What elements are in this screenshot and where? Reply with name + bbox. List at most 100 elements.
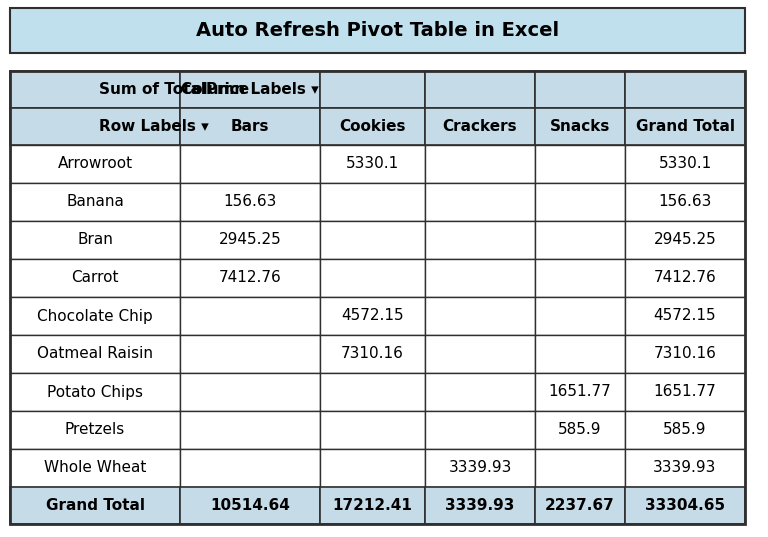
- Bar: [10, 71, 745, 524]
- Bar: [10, 487, 180, 524]
- Bar: [625, 411, 745, 449]
- Bar: [535, 335, 625, 373]
- Bar: [10, 259, 180, 297]
- Text: 33304.65: 33304.65: [645, 498, 725, 513]
- Text: 156.63: 156.63: [658, 194, 712, 209]
- Bar: [320, 411, 425, 449]
- Text: Auto Refresh Pivot Table in Excel: Auto Refresh Pivot Table in Excel: [196, 21, 559, 40]
- Bar: [625, 373, 745, 411]
- Text: Grand Total: Grand Total: [45, 498, 144, 513]
- Bar: [10, 8, 745, 53]
- Bar: [535, 221, 625, 259]
- Bar: [425, 411, 535, 449]
- Bar: [535, 449, 625, 487]
- Text: 7310.16: 7310.16: [654, 346, 717, 361]
- Bar: [10, 411, 180, 449]
- Text: 4572.15: 4572.15: [341, 308, 404, 323]
- Bar: [180, 108, 320, 145]
- Bar: [535, 297, 625, 335]
- Bar: [10, 373, 180, 411]
- Bar: [180, 373, 320, 411]
- Bar: [320, 183, 425, 221]
- Bar: [425, 183, 535, 221]
- Text: 585.9: 585.9: [558, 423, 602, 438]
- Bar: [10, 71, 180, 108]
- Bar: [425, 71, 535, 108]
- Text: 585.9: 585.9: [664, 423, 707, 438]
- Text: 2237.67: 2237.67: [545, 498, 615, 513]
- Text: 5330.1: 5330.1: [658, 156, 712, 171]
- Bar: [180, 145, 320, 183]
- Text: 10514.64: 10514.64: [210, 498, 290, 513]
- Bar: [320, 297, 425, 335]
- Text: 1651.77: 1651.77: [548, 384, 611, 400]
- Bar: [10, 335, 180, 373]
- Text: 7412.76: 7412.76: [654, 271, 717, 286]
- Bar: [425, 297, 535, 335]
- Text: Bran: Bran: [77, 233, 113, 248]
- Bar: [320, 71, 425, 108]
- Text: 3339.93: 3339.93: [445, 498, 515, 513]
- Bar: [320, 221, 425, 259]
- Bar: [320, 487, 425, 524]
- Text: 7412.76: 7412.76: [219, 271, 281, 286]
- Bar: [625, 145, 745, 183]
- Bar: [625, 297, 745, 335]
- Bar: [535, 487, 625, 524]
- Bar: [425, 221, 535, 259]
- Text: Arrowroot: Arrowroot: [58, 156, 133, 171]
- Bar: [10, 221, 180, 259]
- Bar: [180, 411, 320, 449]
- Bar: [320, 145, 425, 183]
- Text: Crackers: Crackers: [442, 119, 518, 134]
- Bar: [425, 487, 535, 524]
- Bar: [425, 373, 535, 411]
- Text: 1651.77: 1651.77: [654, 384, 717, 400]
- Bar: [425, 259, 535, 297]
- Text: 156.63: 156.63: [223, 194, 276, 209]
- Bar: [180, 221, 320, 259]
- Text: Row Labels ▾: Row Labels ▾: [99, 119, 209, 134]
- Bar: [320, 449, 425, 487]
- Bar: [625, 108, 745, 145]
- Bar: [180, 449, 320, 487]
- Bar: [10, 108, 180, 145]
- Text: 7310.16: 7310.16: [341, 346, 404, 361]
- Text: Chocolate Chip: Chocolate Chip: [37, 308, 153, 323]
- Bar: [180, 297, 320, 335]
- Text: Grand Total: Grand Total: [635, 119, 734, 134]
- Bar: [535, 411, 625, 449]
- Bar: [180, 487, 320, 524]
- Bar: [425, 449, 535, 487]
- Bar: [10, 297, 180, 335]
- Bar: [180, 183, 320, 221]
- Text: 2945.25: 2945.25: [654, 233, 717, 248]
- Bar: [425, 108, 535, 145]
- Bar: [535, 183, 625, 221]
- Text: 5330.1: 5330.1: [346, 156, 399, 171]
- Bar: [10, 145, 180, 183]
- Text: Sum of TotalPrice: Sum of TotalPrice: [99, 82, 249, 97]
- Bar: [625, 221, 745, 259]
- Bar: [425, 145, 535, 183]
- Bar: [180, 335, 320, 373]
- Text: Snacks: Snacks: [550, 119, 611, 134]
- Text: 3339.93: 3339.93: [654, 461, 717, 475]
- Text: 2945.25: 2945.25: [219, 233, 281, 248]
- Bar: [320, 108, 425, 145]
- Text: Cookies: Cookies: [339, 119, 406, 134]
- Bar: [535, 108, 625, 145]
- Bar: [625, 183, 745, 221]
- Bar: [535, 71, 625, 108]
- Bar: [10, 183, 180, 221]
- Bar: [320, 373, 425, 411]
- Text: 17212.41: 17212.41: [333, 498, 412, 513]
- Bar: [625, 335, 745, 373]
- Text: 3339.93: 3339.93: [449, 461, 511, 475]
- Bar: [425, 335, 535, 373]
- Text: Bars: Bars: [230, 119, 270, 134]
- Text: Potato Chips: Potato Chips: [47, 384, 143, 400]
- Bar: [625, 487, 745, 524]
- Bar: [320, 335, 425, 373]
- Bar: [535, 373, 625, 411]
